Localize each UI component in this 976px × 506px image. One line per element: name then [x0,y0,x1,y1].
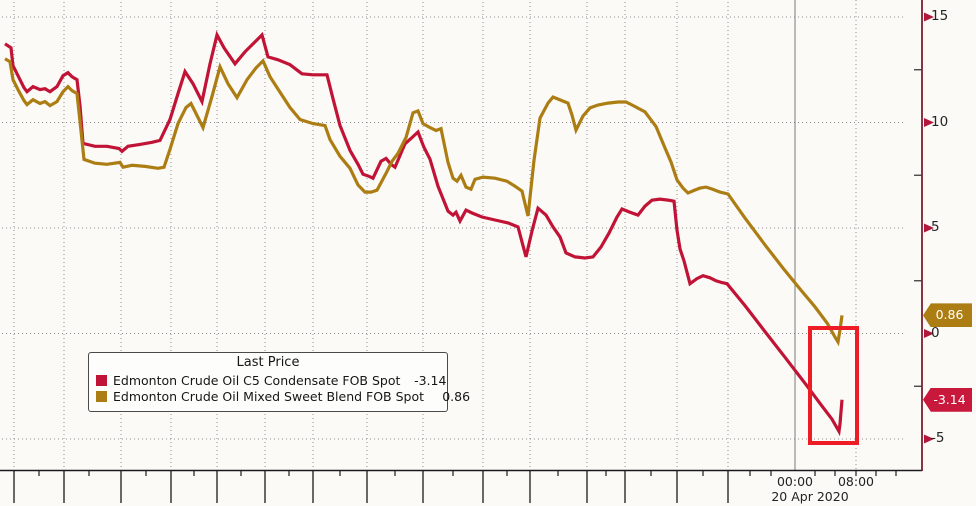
y-axis-tick-label: 10 [931,113,949,130]
y-tick-arrow-icon [924,329,934,338]
legend-label-mixed-sweet: Edmonton Crude Oil Mixed Sweet Blend FOB… [113,388,425,404]
x-axis-label-0800: 08:00 [837,474,875,489]
highlight-box [808,326,859,445]
y-tick-arrow-icon [924,118,934,127]
legend-swatch-c5-condensate [96,374,107,386]
legend-label-c5-condensate: Edmonton Crude Oil C5 Condensate FOB Spo… [113,372,401,388]
y-axis-tick-label: 15 [931,8,949,24]
y-tick-arrow-icon [924,434,934,444]
last-price-badge-mixed-sweet: 0.86 [923,303,972,328]
legend-value-c5-condensate: -3.14 [414,372,447,388]
mixed-sweet-blend-line [4,57,844,347]
y-axis-tick-label: 0 [931,324,940,341]
legend-item-mixed-sweet: Edmonton Crude Oil Mixed Sweet Blend FOB… [89,388,470,404]
legend-title: Last Price [236,355,300,370]
legend-box: Last Price Edmonton Crude Oil C5 Condens… [88,352,470,412]
x-axis-label-0000: 00:00 [776,474,814,489]
legend-value-mixed-sweet: 0.86 [442,388,471,404]
x-axis-date-label: 20 Apr 2020 [771,489,849,504]
last-price-badge-c5-condensate: -3.14 [923,387,972,412]
legend-item-c5-condensate: Edmonton Crude Oil C5 Condensate FOB Spo… [89,372,447,388]
y-tick-arrow-icon [924,223,934,233]
legend-swatch-mixed-sweet [96,390,107,402]
y-axis-tick-label: -5 [931,430,945,446]
y-tick-arrow-icon [924,12,934,22]
y-axis-tick-label: 5 [931,219,940,235]
c5-condensate-line [4,30,844,437]
